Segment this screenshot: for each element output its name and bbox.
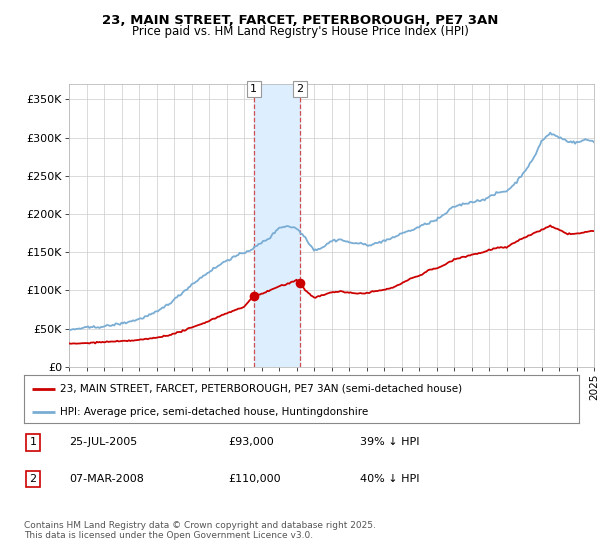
Text: 25-JUL-2005: 25-JUL-2005	[69, 437, 137, 447]
Text: £93,000: £93,000	[228, 437, 274, 447]
Text: 23, MAIN STREET, FARCET, PETERBOROUGH, PE7 3AN (semi-detached house): 23, MAIN STREET, FARCET, PETERBOROUGH, P…	[60, 384, 462, 394]
Text: 07-MAR-2008: 07-MAR-2008	[69, 474, 144, 484]
Text: 2: 2	[29, 474, 37, 484]
Bar	[254, 84, 299, 367]
Text: HPI: Average price, semi-detached house, Huntingdonshire: HPI: Average price, semi-detached house,…	[60, 407, 368, 417]
Text: 2: 2	[296, 84, 303, 94]
Text: Contains HM Land Registry data © Crown copyright and database right 2025.
This d: Contains HM Land Registry data © Crown c…	[24, 521, 376, 540]
Text: 39% ↓ HPI: 39% ↓ HPI	[360, 437, 419, 447]
Text: £110,000: £110,000	[228, 474, 281, 484]
Text: 1: 1	[29, 437, 37, 447]
Text: 40% ↓ HPI: 40% ↓ HPI	[360, 474, 419, 484]
Text: 1: 1	[250, 84, 257, 94]
Text: Price paid vs. HM Land Registry's House Price Index (HPI): Price paid vs. HM Land Registry's House …	[131, 25, 469, 38]
Text: 23, MAIN STREET, FARCET, PETERBOROUGH, PE7 3AN: 23, MAIN STREET, FARCET, PETERBOROUGH, P…	[102, 14, 498, 27]
